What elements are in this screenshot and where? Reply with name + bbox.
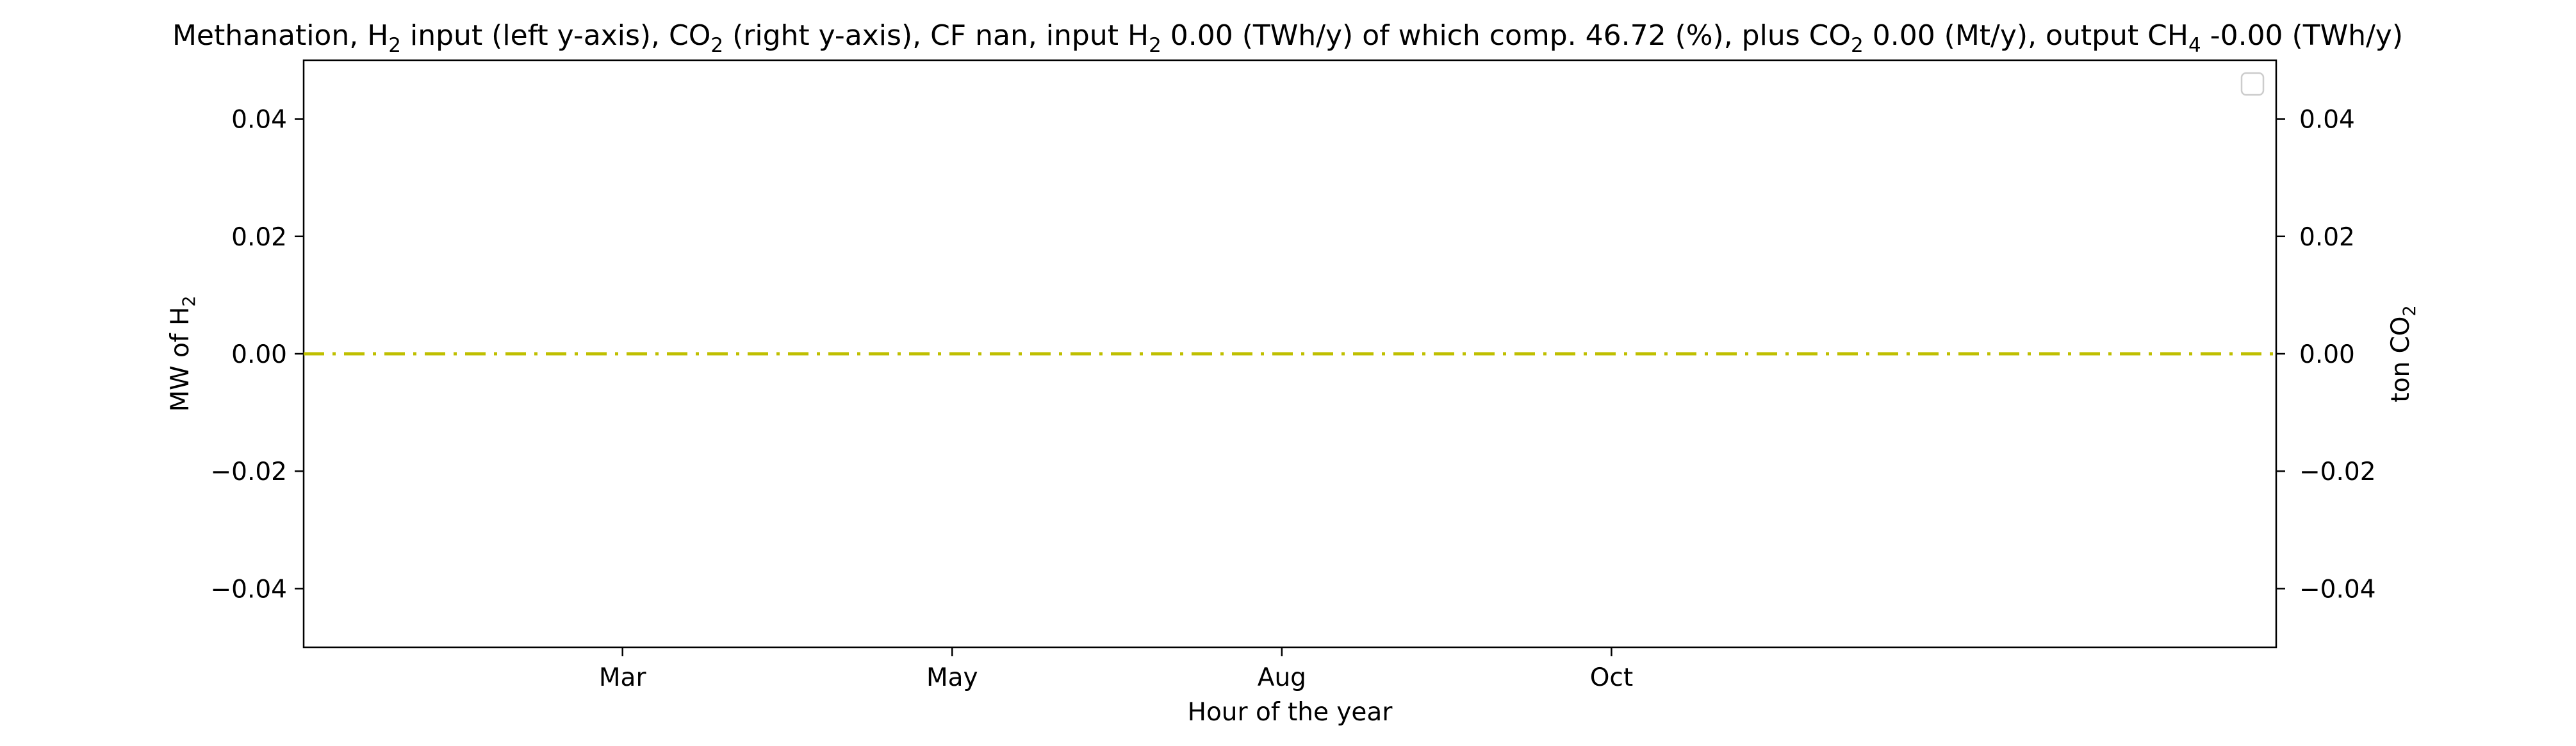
chart-title-text: Methanation, H2​ input (left y-axis), CO… xyxy=(172,19,2403,57)
chart-title: Methanation, H2​ input (left y-axis), CO… xyxy=(172,19,2403,57)
y-right-tick-label: 0.02 xyxy=(2299,223,2355,252)
legend xyxy=(2240,72,2265,96)
x-tick-label: Aug xyxy=(1258,663,1306,692)
y-tick-label: 0.02 xyxy=(231,223,287,252)
y-tick-label: −0.02 xyxy=(210,458,287,486)
y-tick-label: 0.04 xyxy=(231,106,287,135)
y-axis-left: −0.04 −0.02 0.00 0.02 0.04 xyxy=(210,106,304,604)
y-right-tick-label: 0.04 xyxy=(2299,106,2355,135)
y-tick-label: 0.00 xyxy=(231,340,287,369)
x-tick-label: Mar xyxy=(599,663,647,692)
x-tick-label: May xyxy=(926,663,978,692)
y-axis-right-label: ton CO2​ xyxy=(2386,305,2420,402)
y-right-tick-label: −0.02 xyxy=(2299,458,2376,486)
y-axis-left-label: MW of H2​ xyxy=(166,295,199,411)
x-axis: Mar May Aug Oct xyxy=(599,647,1633,692)
y-right-tick-label: −0.04 xyxy=(2299,575,2376,604)
y-right-tick-label: 0.00 xyxy=(2299,340,2355,369)
y-tick-label: −0.04 xyxy=(210,575,287,604)
y-axis-right: −0.04 −0.02 0.00 0.02 0.04 xyxy=(2276,106,2376,604)
x-tick-label: Oct xyxy=(1590,663,1633,692)
x-axis-label: Hour of the year xyxy=(1188,698,1393,727)
